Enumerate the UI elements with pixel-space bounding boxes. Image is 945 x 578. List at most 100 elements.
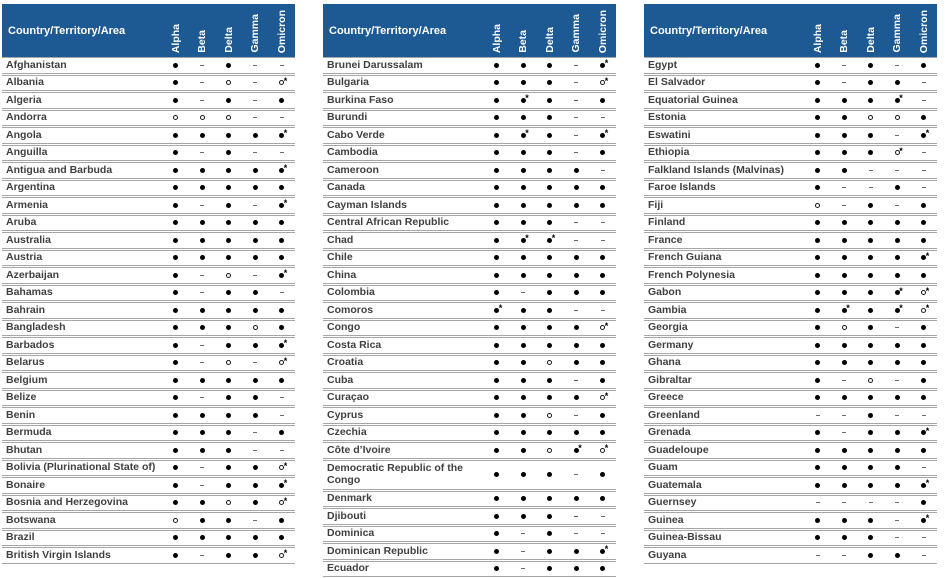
variant-status-cell [831,496,858,511]
filled-dot-icon [547,132,553,138]
filled-dot-icon [520,97,526,103]
filled-dot-icon [815,465,821,471]
variant-status-cell [484,391,511,406]
dash-icon [868,187,873,189]
filled-dot-icon [252,185,258,191]
variant-status-cell [163,216,190,231]
table-row: Grenada * [644,424,937,441]
asterisk-icon: * [604,58,609,68]
filled-dot-icon [173,62,179,68]
filled-dot-icon [547,566,553,572]
variant-status-cell [484,146,511,161]
filled-dot-icon [841,517,847,523]
filled-dot-icon [547,202,553,208]
variant-status-cell [510,509,537,524]
column-header-gamma: Gamma [884,4,911,57]
filled-dot-icon [841,465,847,471]
variant-status-cell [484,58,511,73]
table-row: Germany [644,337,937,354]
filled-dot-icon [279,167,285,173]
variant-status-cell [189,513,216,528]
asterisk-icon: * [846,303,850,313]
filled-dot-icon [252,167,258,173]
variant-status-cell [269,233,296,248]
filled-dot-icon [494,496,500,502]
variant-status-cell [858,391,885,406]
table-row: Barbados * [2,337,295,354]
dash-icon [200,152,205,154]
filled-dot-icon [520,202,526,208]
variant-status-cell [537,76,564,91]
filled-dot-icon [547,307,553,313]
asterisk-icon: * [899,285,903,296]
country-name: Cuba [327,374,354,386]
variant-status-cell [537,373,564,388]
variant-status-cell [858,426,885,441]
open-circle-icon [279,552,285,558]
filled-dot-icon [573,185,579,191]
country-name: Belize [6,392,37,404]
variant-status-cell: * [269,548,296,563]
variant-status-cell [510,356,537,371]
variant-status-cell [805,461,832,476]
country-name: Algeria [6,94,42,106]
table-row: Antigua and Barbuda * [2,162,295,179]
dash-icon [842,204,847,206]
column-header-beta: Beta [510,4,537,57]
filled-dot-icon [173,552,179,558]
variant-status-cell [242,93,269,108]
variant-status-cell [805,321,832,336]
filled-dot-icon [573,395,579,401]
filled-dot-icon [921,255,927,261]
variant-status-cell [805,198,832,213]
table-row: Comoros * [323,302,616,319]
variant-status-cell [189,58,216,73]
filled-dot-icon [894,430,900,436]
variant-status-cell [269,146,296,161]
dash-icon [574,134,579,136]
filled-dot-icon [894,255,900,261]
filled-dot-icon [600,97,606,103]
table-row: Burundi [323,109,616,126]
variant-status-cell [216,251,243,266]
variant-status-cell [590,338,617,353]
variant-status-cell [884,251,911,266]
variant-status-cell [537,321,564,336]
variant-status-cell [189,303,216,318]
filled-dot-icon [815,150,821,156]
variant-status-cell [831,461,858,476]
variant-status-cell [510,111,537,126]
variant-status-cell [163,93,190,108]
filled-dot-icon [547,220,553,226]
variant-status-cell [484,233,511,248]
filled-dot-icon [226,377,232,383]
dash-icon [574,515,579,517]
filled-dot-icon [279,202,285,208]
country-name: Georgia [648,322,688,334]
variant-status-cell [163,128,190,143]
variant-status-cell [590,509,617,524]
filled-dot-icon [279,97,285,103]
table-row: Fiji [644,197,937,214]
table-row: Bahamas [2,284,295,301]
dash-icon [921,99,926,101]
variant-status-cell [242,128,269,143]
variant-status-cell [911,76,938,91]
asterisk-icon: * [925,128,930,138]
variant-status-cell [805,373,832,388]
open-circle-icon [279,465,285,471]
variant-status-cell [189,478,216,493]
variant-status-cell [510,58,537,73]
variant-status-cell [242,58,269,73]
variant-status-cell [858,531,885,546]
dash-icon [200,64,205,66]
dash-icon [842,554,847,556]
filled-dot-icon [921,500,927,506]
variant-status-cell: * [884,303,911,318]
variant-status-cell [216,496,243,511]
dash-icon [253,99,258,101]
variant-status-cell [537,356,564,371]
filled-dot-icon [494,548,500,554]
variant-status-cell [884,321,911,336]
filled-dot-icon [894,360,900,366]
